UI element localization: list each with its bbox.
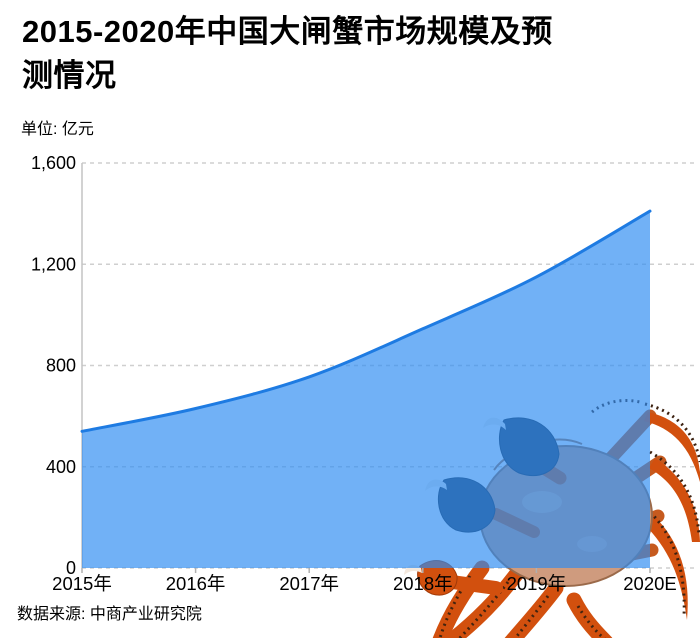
x-axis-tick-label: 2015年 bbox=[52, 573, 112, 594]
x-axis-tick-label: 2016年 bbox=[166, 573, 226, 594]
chart-title: 2015-2020年中国大闸蟹市场规模及预 测情况 bbox=[22, 10, 682, 98]
chart-title-line2: 测情况 bbox=[22, 58, 117, 93]
area-line bbox=[80, 209, 652, 433]
area-fill bbox=[82, 211, 650, 568]
chart-title-line1: 2015-2020年中国大闸蟹市场规模及预 bbox=[22, 14, 553, 49]
y-axis-tick-label: 400 bbox=[46, 457, 76, 477]
x-axis-tick-label: 2020E bbox=[623, 573, 677, 594]
y-axis-tick-label: 800 bbox=[46, 356, 76, 376]
x-axis-ticks bbox=[81, 568, 651, 573]
y-axis-labels: 0 400 800 1,200 1,600 bbox=[31, 153, 76, 578]
x-axis-tick-label: 2018年 bbox=[393, 573, 453, 594]
y-axis-tick-label: 1,200 bbox=[31, 254, 76, 274]
x-axis-tick-label: 2019年 bbox=[507, 573, 567, 594]
x-axis-labels: 2015年 2016年 2017年 2018年 2019年 2020E bbox=[52, 573, 677, 594]
x-axis-tick-label: 2017年 bbox=[279, 573, 339, 594]
y-axis-tick-label: 1,600 bbox=[31, 153, 76, 173]
crab-pincer-arm bbox=[445, 575, 503, 595]
unit-label: 单位: 亿元 bbox=[21, 121, 94, 138]
y-axis-tick-label: 0 bbox=[66, 558, 76, 578]
source-label: 数据来源: 中商产业研究院 bbox=[17, 606, 202, 623]
